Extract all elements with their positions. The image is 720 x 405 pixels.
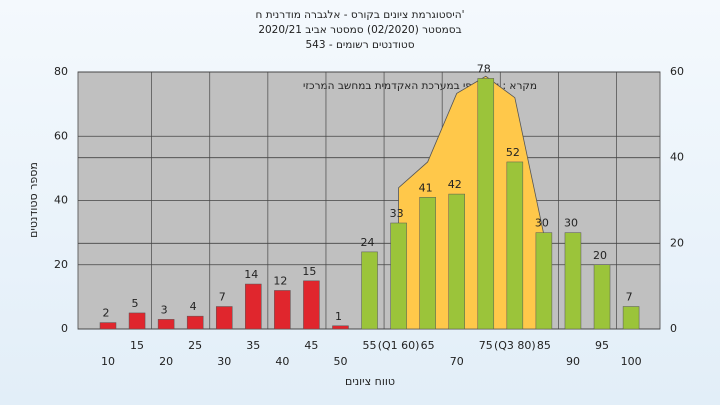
y-tick-label: 40 bbox=[54, 194, 68, 207]
value-label: 41 bbox=[419, 181, 433, 194]
x-tick-label: 30 bbox=[217, 355, 231, 368]
value-label: 5 bbox=[132, 297, 139, 310]
bar bbox=[448, 193, 465, 330]
x-tick-label: 50 bbox=[333, 355, 347, 368]
value-label: 15 bbox=[302, 265, 316, 278]
bar bbox=[332, 325, 349, 330]
bar bbox=[419, 197, 436, 330]
bar bbox=[622, 306, 640, 330]
bar bbox=[593, 264, 611, 330]
x-tick-label: 40 bbox=[275, 355, 289, 368]
bar bbox=[245, 283, 262, 330]
y2-tick-label: 60 bbox=[670, 65, 684, 78]
y-tick-label: 20 bbox=[54, 258, 68, 271]
bar bbox=[215, 306, 233, 330]
bar bbox=[535, 232, 553, 330]
value-label: 4 bbox=[190, 300, 197, 313]
x-tick-label: 70 bbox=[450, 355, 464, 368]
bar bbox=[477, 78, 495, 330]
x-tick-label: 85 bbox=[537, 339, 551, 352]
y2-tick-label: 0 bbox=[670, 322, 677, 335]
title-line: 543 - סטודנטים רשומים bbox=[305, 39, 414, 51]
x-tick-label: 20 bbox=[159, 355, 173, 368]
y-tick-label: 80 bbox=[54, 65, 68, 78]
x-axis-label: טווח ציונים bbox=[345, 375, 395, 388]
bar bbox=[157, 319, 175, 330]
value-label: 33 bbox=[390, 207, 404, 220]
x-tick-label: 15 bbox=[130, 339, 144, 352]
value-label: 2 bbox=[103, 307, 110, 320]
x-tick-label: 65 bbox=[421, 339, 435, 352]
value-label: 52 bbox=[506, 146, 520, 159]
y2-tick-label: 20 bbox=[670, 236, 684, 249]
value-label: 14 bbox=[244, 268, 258, 281]
x-tick-label: 95 bbox=[595, 339, 609, 352]
x-tick-label: (Q1 60) bbox=[378, 339, 420, 352]
value-label: 30 bbox=[535, 217, 549, 230]
bar bbox=[564, 232, 582, 330]
value-label: 1 bbox=[335, 310, 342, 323]
bar bbox=[274, 290, 291, 330]
x-tick-label: 35 bbox=[246, 339, 260, 352]
x-tick-label: 10 bbox=[101, 355, 115, 368]
x-tick-label: 25 bbox=[188, 339, 202, 352]
bar bbox=[186, 315, 204, 330]
x-tick-label: 90 bbox=[566, 355, 580, 368]
bar bbox=[361, 251, 378, 330]
value-label: 30 bbox=[564, 217, 578, 230]
x-tick-label: 100 bbox=[621, 355, 642, 368]
y-tick-label: 60 bbox=[54, 129, 68, 142]
value-label: 78 bbox=[477, 62, 491, 75]
value-label: 42 bbox=[448, 178, 462, 191]
title-line: היסטוגרמת ציונים בקורס - אלגברה מודרנית … bbox=[256, 9, 465, 21]
x-tick-label: 75 bbox=[479, 339, 493, 352]
bar bbox=[390, 222, 407, 330]
bar bbox=[99, 322, 117, 330]
y2-tick-label: 40 bbox=[670, 151, 684, 164]
value-label: 7 bbox=[626, 291, 633, 304]
bar bbox=[303, 280, 320, 330]
title-line: בסמסטר (02/2020) סמסטר אביב 2020/21 bbox=[258, 24, 461, 36]
x-tick-label: (Q3 80) bbox=[494, 339, 536, 352]
value-label: 24 bbox=[361, 236, 375, 249]
bar bbox=[506, 161, 524, 330]
value-label: 12 bbox=[273, 274, 287, 287]
y-axis-label: מספר סטודנטים bbox=[27, 162, 40, 238]
y-tick-label: 0 bbox=[61, 322, 68, 335]
value-label: 3 bbox=[161, 303, 168, 316]
x-tick-label: 45 bbox=[304, 339, 318, 352]
bar bbox=[128, 312, 146, 330]
value-label: 20 bbox=[593, 249, 607, 262]
value-label: 7 bbox=[219, 291, 226, 304]
x-tick-label: 55 bbox=[363, 339, 377, 352]
